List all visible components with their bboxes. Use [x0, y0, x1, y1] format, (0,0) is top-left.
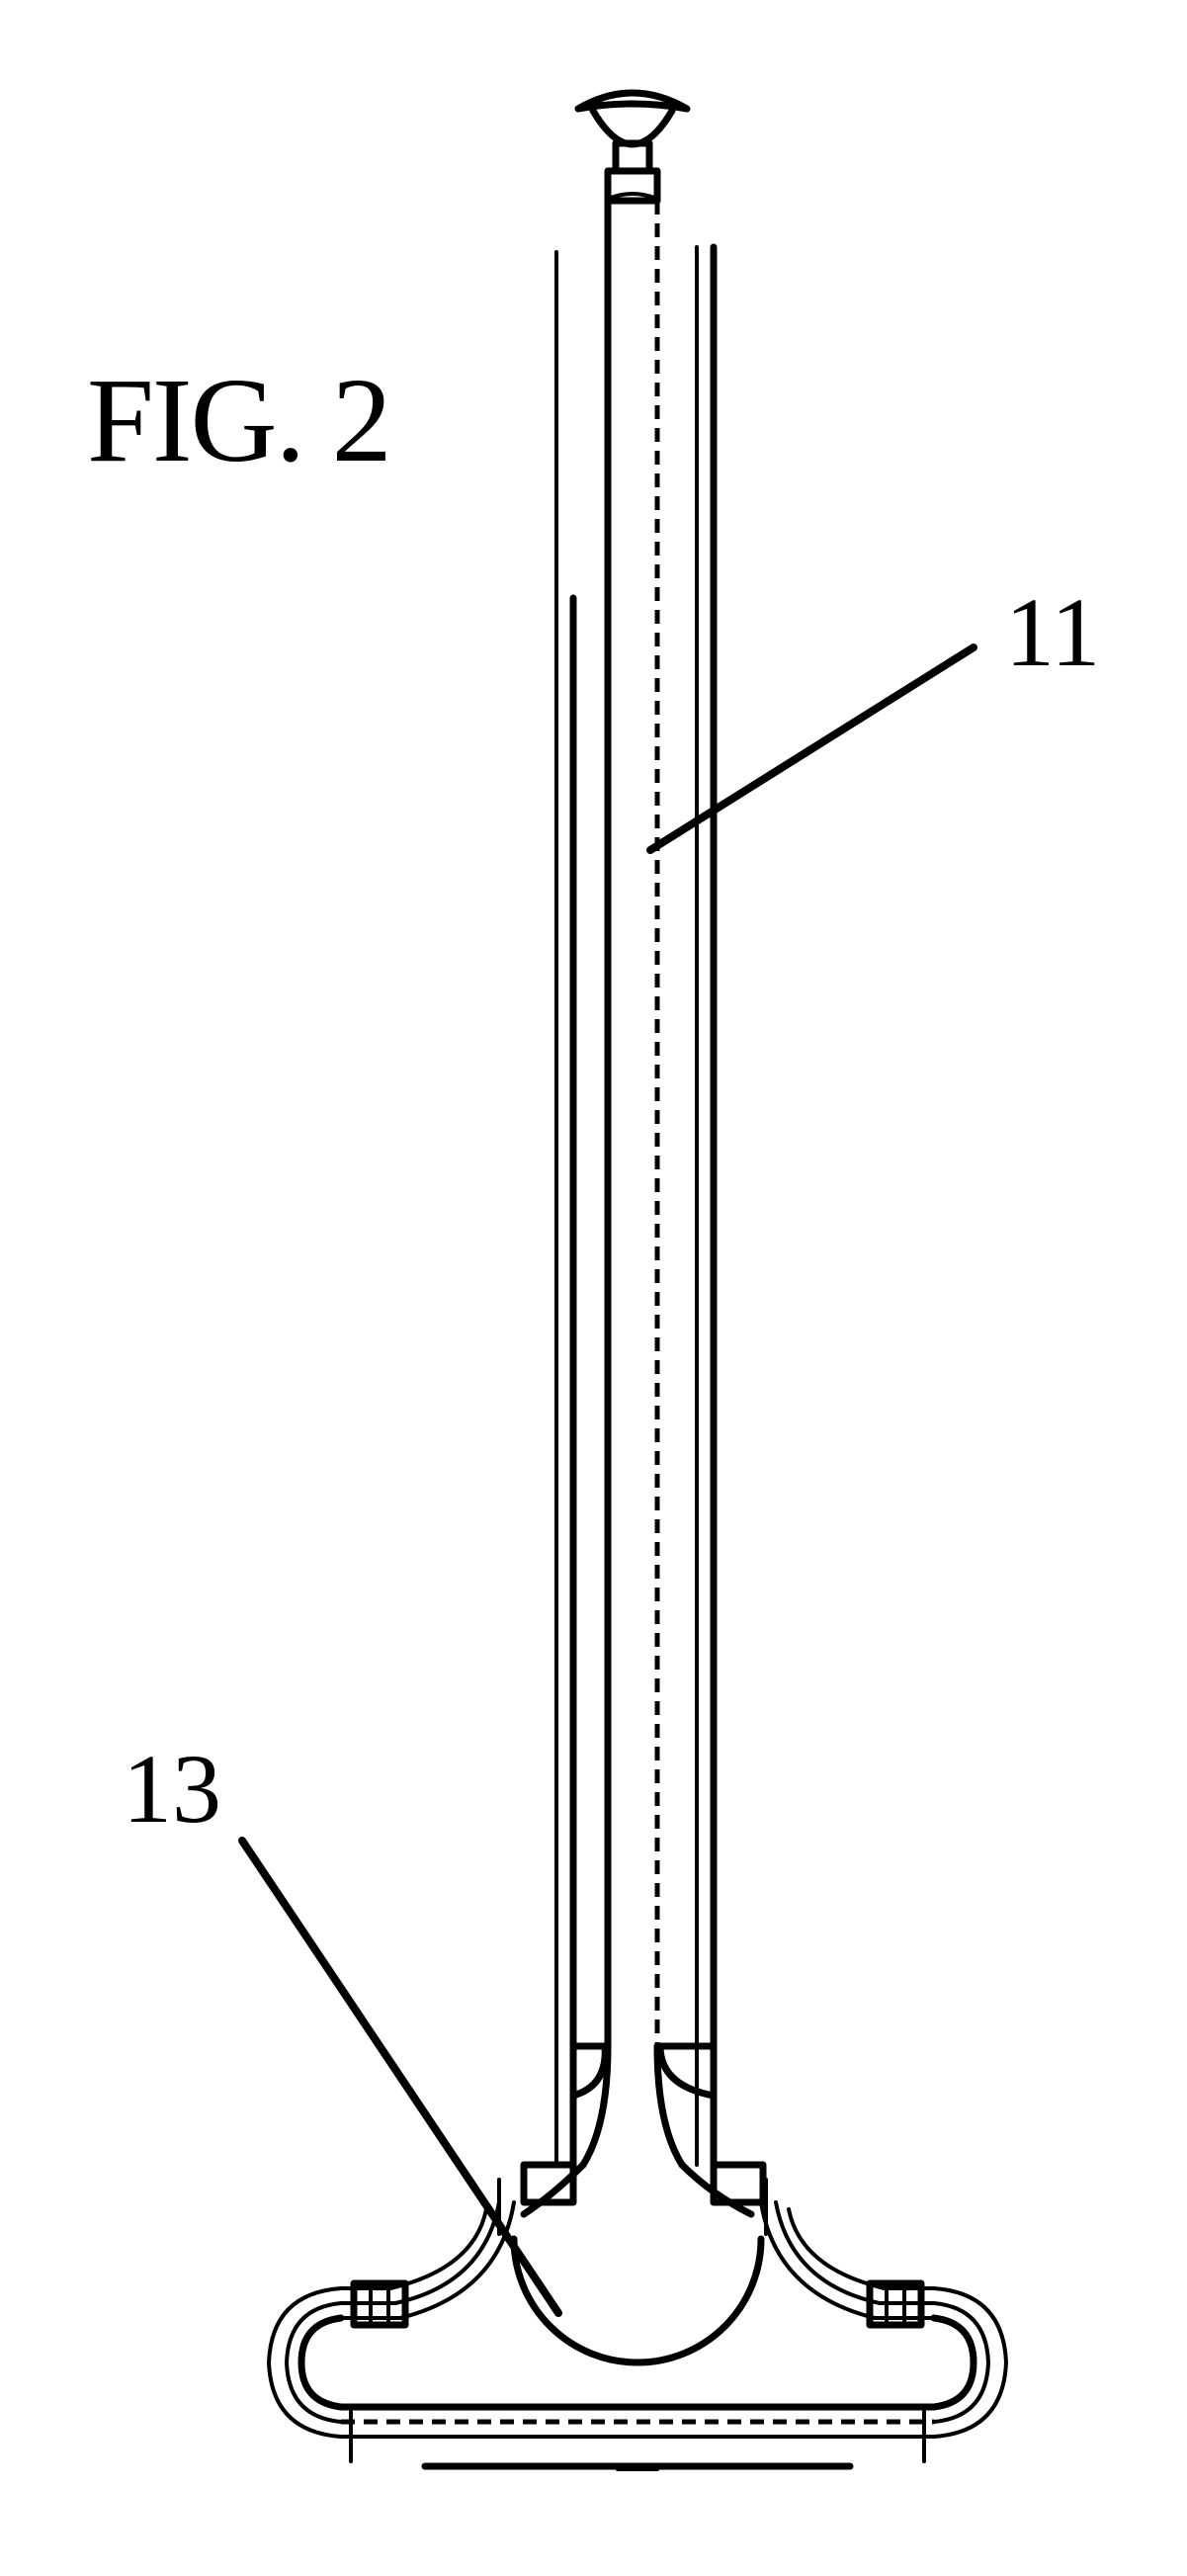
rod-neck [573, 2046, 714, 2165]
leader-line-11 [650, 647, 974, 850]
reference-label-11: 11 [1005, 583, 1100, 682]
left-loop-foot [269, 2288, 351, 2461]
inner-rod [608, 194, 657, 2046]
figure-title: FIG. 2 [87, 361, 390, 481]
right-loop-foot [924, 2288, 1006, 2461]
left-arm [341, 2202, 514, 2325]
ball-joint [514, 2165, 761, 2362]
leader-line-13 [242, 1841, 558, 2313]
reference-label-13: 13 [123, 1740, 221, 1839]
outer-sleeve [556, 247, 714, 2165]
base-bar [341, 2407, 934, 2469]
right-arm [761, 2202, 934, 2325]
top-cap [578, 93, 687, 201]
